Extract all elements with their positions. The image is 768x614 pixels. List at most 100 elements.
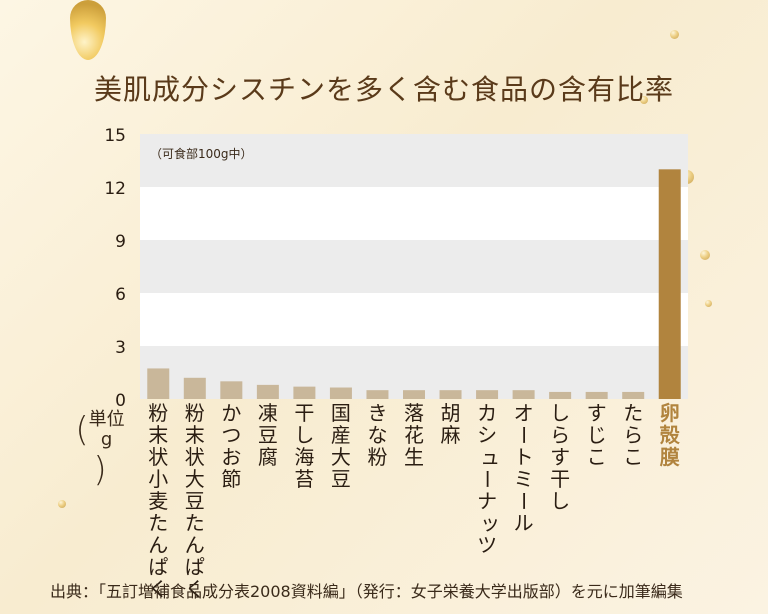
category-label: す [587, 401, 607, 425]
category-label: 状 [148, 445, 168, 469]
category-label: じ [587, 423, 607, 447]
category-label: く [148, 577, 168, 601]
bar [329, 387, 352, 399]
category-label: 落 [404, 401, 424, 425]
bar [549, 391, 572, 399]
category-label: た [185, 511, 205, 535]
bar [256, 384, 279, 399]
category-label: こ [623, 445, 643, 469]
category-label: ら [623, 423, 643, 447]
y-tick-label: 12 [104, 179, 126, 199]
category-label: し [550, 489, 570, 513]
category-label: ぱ [148, 555, 168, 579]
category-label: 胡 [441, 401, 461, 425]
category-label: 粉 [185, 401, 205, 425]
y-tick-label: 6 [115, 285, 126, 305]
category-label: し [294, 423, 314, 447]
grid-band [140, 293, 688, 346]
y-tick-label: 3 [115, 338, 126, 358]
category-label: ー [512, 491, 536, 511]
chart-title: 美肌成分シスチンを多く含む食品の含有比率 [93, 73, 674, 106]
bar [512, 390, 535, 399]
y-tick-label: 9 [115, 232, 126, 252]
category-label: 花 [404, 423, 424, 447]
category-label: 節 [221, 467, 241, 491]
category-label: 小 [148, 467, 168, 491]
bar [147, 368, 170, 399]
category-label: 苔 [294, 467, 314, 491]
category-label: 大 [185, 467, 205, 491]
category-label: く [185, 577, 205, 601]
category-label: カ [477, 401, 497, 425]
category-label: 豆 [331, 467, 351, 491]
bar [220, 381, 243, 399]
category-label: ー [512, 425, 536, 445]
category-label: 粉 [367, 445, 387, 469]
category-label: 大 [331, 445, 351, 469]
unit-bottom: g [100, 429, 113, 450]
category-label: 卵 [660, 401, 680, 425]
unit-label: (単位 g) [75, 409, 125, 491]
category-label: ぱ [185, 555, 205, 579]
bubble-decoration [670, 30, 679, 39]
unit-top: 単位 [88, 409, 125, 430]
bar [585, 391, 608, 399]
category-label: た [623, 401, 643, 425]
category-label: ら [550, 423, 570, 447]
bar [658, 169, 681, 399]
category-label: お [221, 445, 241, 469]
category-label: す [550, 445, 570, 469]
category-label: か [221, 401, 241, 425]
category-label: ツ [477, 533, 497, 557]
bar [403, 390, 425, 399]
category-label: 豆 [185, 489, 205, 513]
category-label: 産 [331, 423, 351, 447]
category-label: ー [475, 469, 499, 489]
bubble-decoration [640, 96, 648, 104]
grid-band [140, 187, 688, 240]
bubble-decoration [58, 500, 66, 508]
category-label: シ [477, 423, 497, 447]
category-label: 麦 [148, 489, 168, 513]
category-label: ミ [514, 467, 534, 491]
category-label: ナ [477, 489, 497, 513]
category-label: 海 [294, 445, 314, 469]
category-label: 末 [185, 423, 205, 447]
category-label: ん [148, 533, 168, 557]
source-footnote: 出典：「五訂増補食品成分表2008資料編」（発行：女子栄養大学出版部）を元に加筆… [50, 582, 683, 601]
category-label: し [550, 401, 570, 425]
y-tick-label: 15 [104, 126, 126, 146]
category-label: 状 [185, 445, 205, 469]
y-tick-label: 0 [115, 391, 126, 411]
category-label: 生 [404, 445, 424, 469]
category-label: た [148, 511, 168, 535]
bar [439, 390, 462, 399]
category-label: 干 [294, 401, 314, 425]
category-label: ん [185, 533, 205, 557]
bar [366, 390, 389, 399]
grid-band [140, 240, 688, 293]
category-label: 麻 [441, 423, 461, 447]
category-label: 膜 [659, 445, 680, 469]
category-label: な [367, 423, 387, 447]
category-label: 殻 [660, 423, 681, 447]
category-label: ュ [480, 445, 500, 469]
bar [293, 386, 316, 399]
category-label: 国 [331, 401, 351, 425]
category-label: ル [514, 511, 534, 535]
category-label: オ [514, 401, 534, 425]
category-label: 凍 [258, 401, 278, 425]
category-label: ッ [480, 511, 500, 535]
grid-band [140, 134, 688, 187]
category-label: つ [221, 423, 241, 447]
category-label: き [367, 401, 387, 425]
category-label: 腐 [258, 445, 278, 469]
bubble-decoration [700, 250, 710, 260]
category-label: 干 [550, 467, 570, 491]
category-label: こ [587, 445, 607, 469]
bar [476, 390, 499, 399]
category-label: 豆 [258, 423, 278, 447]
chart-subtitle: （可食部100g中） [150, 146, 253, 161]
category-label: 末 [148, 423, 168, 447]
